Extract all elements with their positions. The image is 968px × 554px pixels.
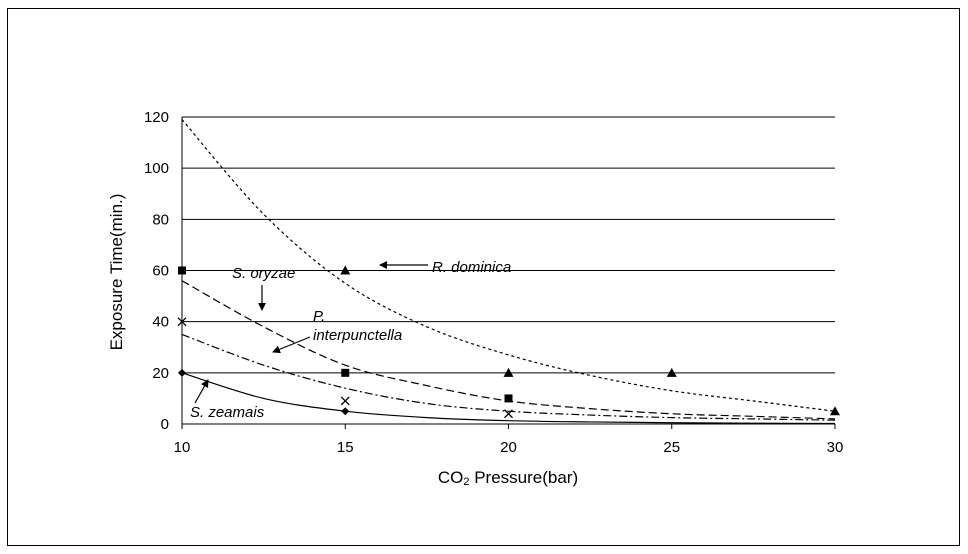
- y-tick-80: 80: [152, 211, 169, 228]
- marker-series-0-point-0: [340, 265, 351, 275]
- arrow-p-interpunctella: [272, 336, 311, 354]
- x-tick-30: 30: [827, 439, 844, 456]
- annotation-s-zeamais: S. zeamais: [190, 404, 265, 421]
- marker-series-3-point-1: [341, 407, 350, 416]
- y-tick-60: 60: [152, 263, 169, 280]
- marker-series-2-point-0: [177, 317, 187, 327]
- marker-series-0-point-3: [830, 406, 840, 416]
- x-tick-20: 20: [500, 439, 517, 456]
- annotation-p-interpunctella-2: interpunctella: [313, 327, 402, 344]
- x-tick-15: 15: [337, 439, 354, 456]
- chart-frame: [7, 8, 960, 546]
- annotation-p-interpunctella-1: P.: [313, 308, 325, 325]
- marker-series-1-point-0: [178, 266, 186, 275]
- curve-series-0: [181, 119, 836, 412]
- x-tick-labels: 10 15 20 25 30: [174, 439, 844, 456]
- marker-series-2-point-1: [340, 396, 350, 406]
- marker-series-0-point-2: [666, 367, 677, 377]
- x-axis-label: CO2 Pressure(bar): [438, 468, 578, 488]
- arrow-s-zeamais: [194, 379, 209, 404]
- y-tick-labels: 0 20 40 60 80 100 120: [144, 109, 169, 433]
- y-tick-20: 20: [152, 365, 169, 382]
- marker-series-3-point-0: [178, 368, 186, 377]
- x-tick-25: 25: [663, 439, 680, 456]
- grid-lines: [181, 116, 836, 429]
- x-tick-10: 10: [174, 439, 191, 456]
- curve-series-3: [181, 372, 836, 425]
- curve-series-2: [181, 333, 836, 421]
- marker-series-2-point-2: [504, 409, 513, 419]
- y-tick-100: 100: [144, 160, 169, 177]
- data-markers: [177, 265, 840, 419]
- y-tick-0: 0: [161, 416, 169, 433]
- marker-series-1-point-1: [341, 368, 350, 377]
- y-tick-120: 120: [144, 109, 169, 126]
- y-tick-40: 40: [152, 314, 169, 331]
- marker-series-1-point-2: [504, 394, 513, 403]
- marker-series-0-point-1: [503, 367, 514, 377]
- y-axis-label: Exposure Time(min.): [107, 194, 126, 351]
- annotation-s-oryzae: S. oryzae: [232, 265, 295, 282]
- annotation-r-dominica: R. dominica: [432, 259, 511, 276]
